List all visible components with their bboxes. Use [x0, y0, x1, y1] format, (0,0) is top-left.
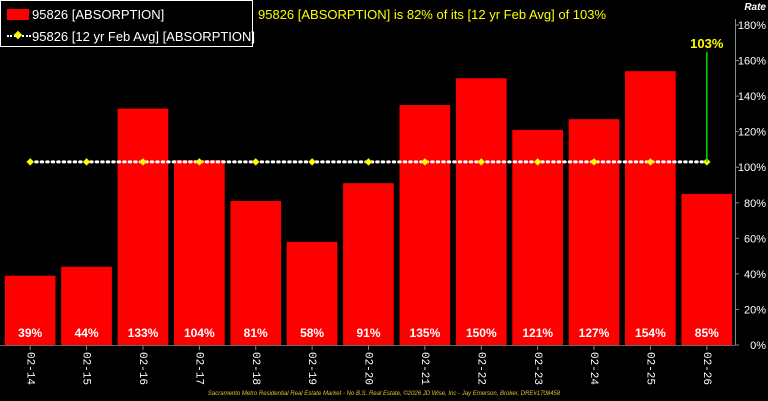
data-label-02-19: 58%	[300, 326, 324, 340]
average-marker-02-18	[251, 157, 260, 166]
y-tick-label-40: 40%	[744, 269, 766, 281]
y-tick-label-80: 80%	[744, 198, 766, 210]
average-marker-02-16	[139, 157, 147, 166]
legend-item-average: 95826 [12 yr Feb Avg] [ABSORPTION]	[7, 27, 255, 45]
y-axis-title: Rate	[744, 2, 766, 13]
data-label-02-18: 81%	[244, 326, 268, 340]
x-tick-label-02-19: 02-19	[305, 352, 317, 385]
data-label-02-16: 133%	[128, 326, 159, 340]
callout-label: 103%	[690, 36, 724, 51]
bar-02-15	[61, 266, 112, 345]
data-label-02-26: 85%	[695, 326, 719, 340]
x-tick-label-02-24: 02-24	[587, 352, 599, 385]
x-tick-label-02-17: 02-17	[192, 352, 204, 385]
y-tick-label-140: 140%	[738, 91, 766, 103]
x-tick-label-02-23: 02-23	[531, 352, 543, 385]
legend: 95826 [ABSORPTION] 95826 [12 yr Feb Avg]…	[0, 0, 255, 47]
average-marker-02-24	[590, 157, 598, 166]
data-label-02-24: 127%	[579, 326, 610, 340]
average-marker-02-25	[646, 157, 655, 166]
x-tick-label-02-22: 02-22	[474, 352, 486, 385]
bar-02-20	[343, 183, 394, 345]
y-tick-label-180: 180%	[738, 20, 766, 32]
data-label-02-14: 39%	[18, 326, 42, 340]
data-label-02-22: 150%	[466, 326, 497, 340]
y-tick-label-60: 60%	[744, 233, 766, 245]
average-marker-02-19	[308, 157, 317, 166]
x-tick-label-02-20: 02-20	[362, 352, 374, 385]
bar-02-16	[117, 108, 169, 345]
bar-02-21	[399, 105, 451, 345]
legend-item-absorption: 95826 [ABSORPTION]	[7, 5, 164, 23]
footer-credit: Sacramento Metro Residential Real Estate…	[207, 391, 561, 397]
average-marker-02-17	[195, 157, 204, 166]
y-tick-label-160: 160%	[738, 56, 766, 68]
bar-02-17	[174, 160, 225, 345]
data-label-02-21: 135%	[410, 326, 441, 340]
y-tick-label-20: 20%	[744, 304, 766, 316]
x-tick-label-02-25: 02-25	[643, 352, 655, 385]
average-marker-02-23	[533, 157, 542, 166]
x-tick-label-02-14: 02-14	[23, 352, 35, 385]
bar-02-25	[625, 71, 676, 345]
data-label-02-25: 154%	[635, 326, 666, 340]
y-tick-label-0: 0%	[750, 340, 766, 352]
data-label-02-15: 44%	[75, 326, 99, 340]
average-marker-02-21	[420, 157, 429, 166]
x-tick-label-02-15: 02-15	[80, 352, 92, 385]
y-tick-label-120: 120%	[738, 127, 766, 139]
bar-02-19	[286, 241, 338, 345]
average-marker-02-14	[26, 157, 35, 166]
x-tick-label-02-26: 02-26	[700, 352, 712, 385]
x-tick-label-02-21: 02-21	[418, 352, 430, 385]
legend-bar-label: 95826 [ABSORPTION]	[32, 6, 165, 22]
x-tick-label-02-18: 02-18	[249, 352, 261, 385]
bar-02-18	[230, 201, 282, 345]
legend-line-symbol	[7, 30, 31, 42]
bar-02-26	[681, 193, 733, 345]
legend-bar-swatch	[7, 8, 29, 20]
legend-avg-label: 95826 [12 yr Feb Avg] [ABSORPTION]	[32, 28, 256, 44]
average-marker-02-22	[477, 157, 486, 166]
chart-headline: 95826 [ABSORPTION] is 82% of its [12 yr …	[258, 7, 607, 22]
x-tick-label-02-16: 02-16	[136, 352, 148, 385]
data-label-02-20: 91%	[356, 326, 380, 340]
y-tick-label-100: 100%	[738, 162, 766, 174]
data-label-02-17: 104%	[184, 326, 215, 340]
data-label-02-23: 121%	[522, 326, 553, 340]
bar-02-14	[4, 275, 56, 345]
average-marker-02-20	[364, 157, 373, 166]
bar-02-24	[568, 119, 620, 345]
bar-02-22	[455, 78, 507, 346]
average-marker-02-15	[82, 157, 91, 166]
